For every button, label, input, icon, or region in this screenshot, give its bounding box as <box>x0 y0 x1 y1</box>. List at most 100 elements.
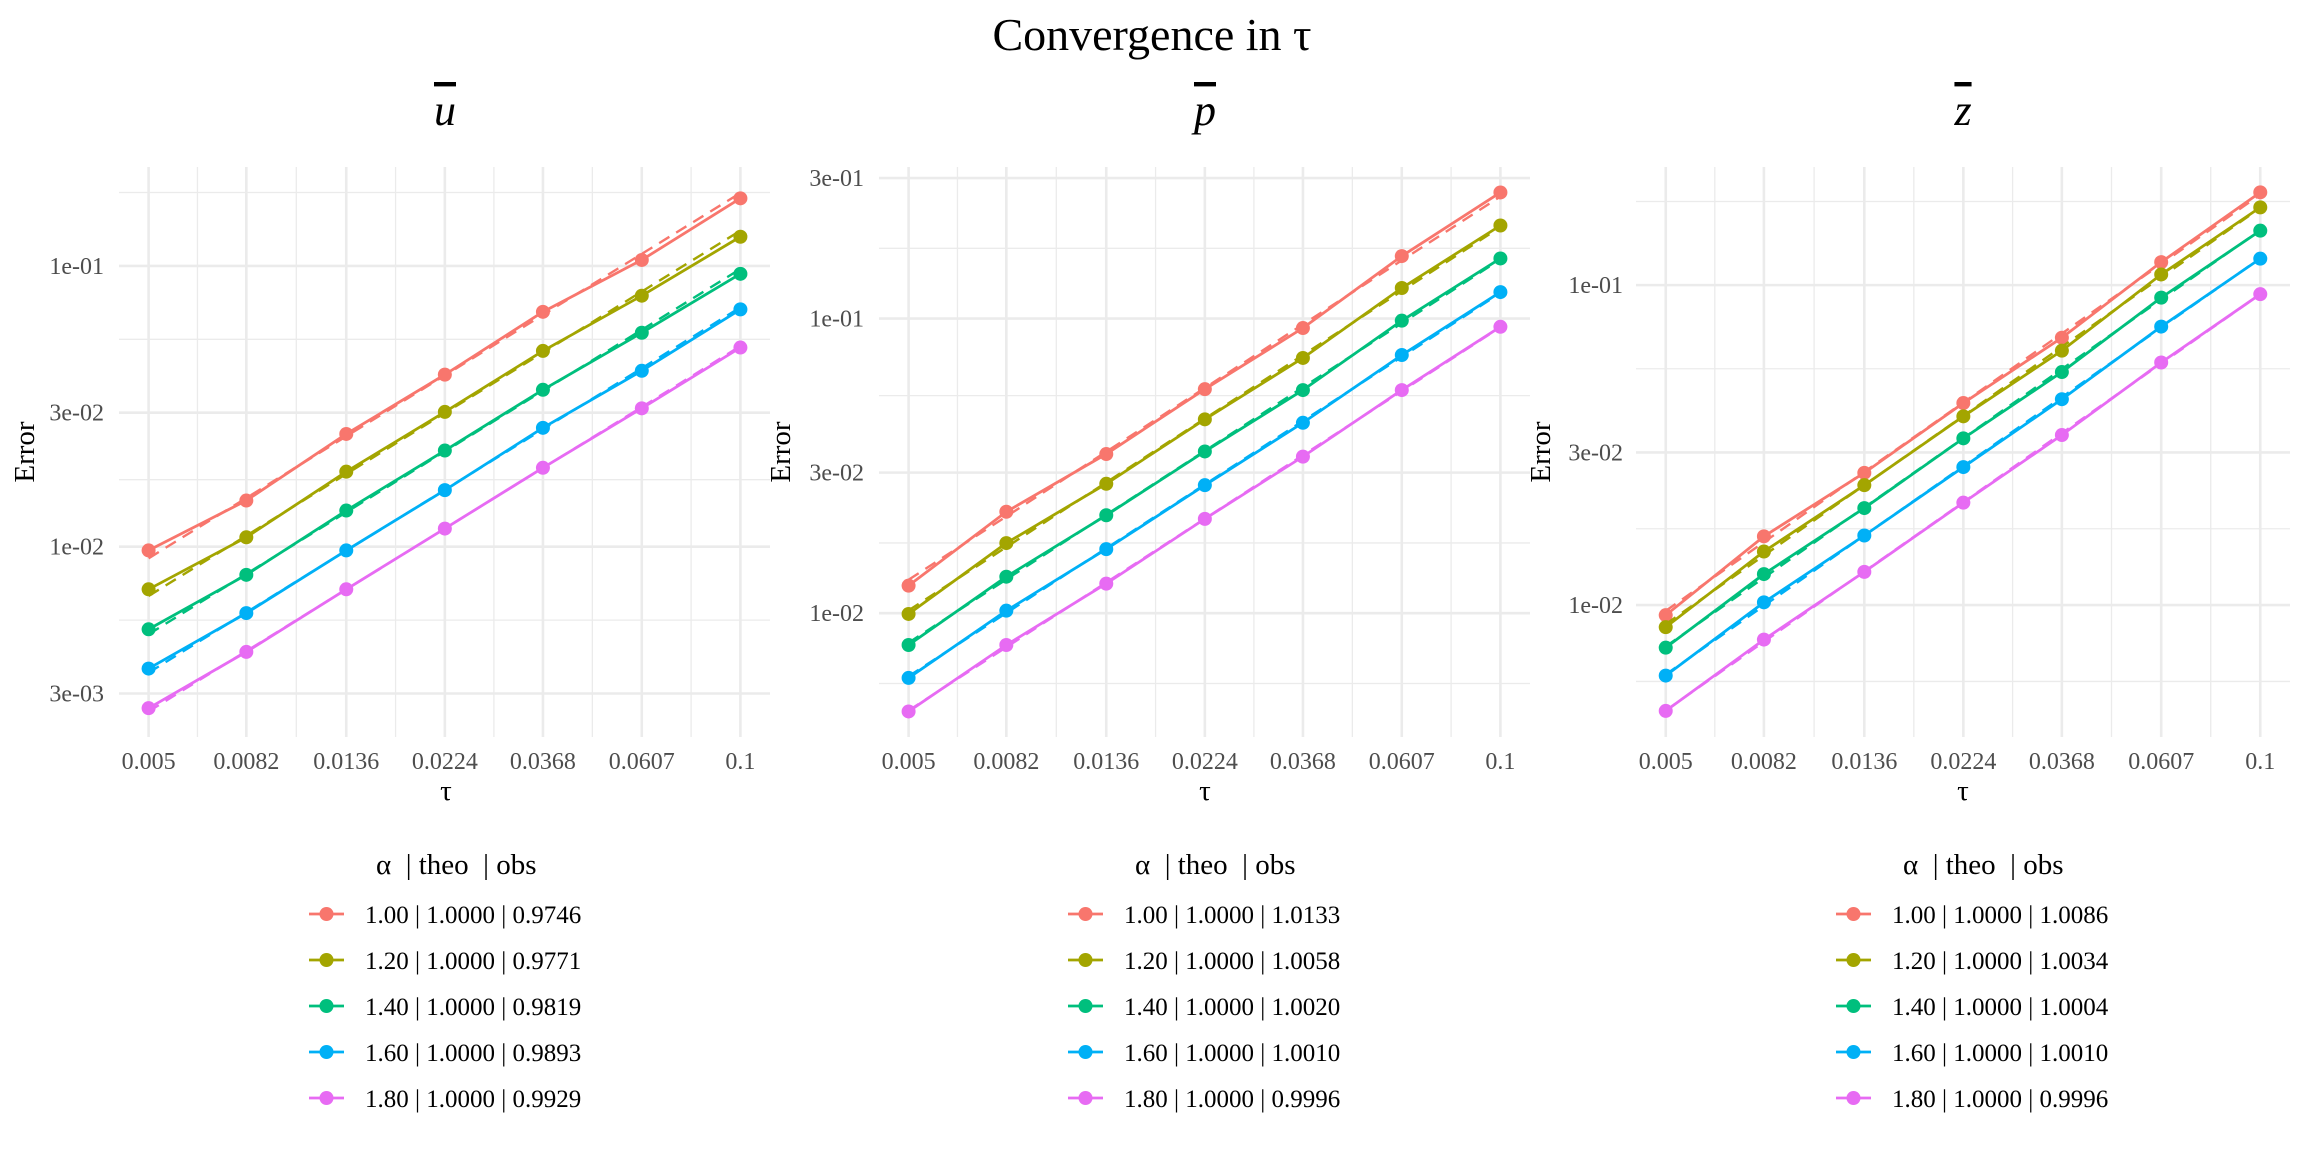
x-tick-label: 0.0082 <box>213 749 279 775</box>
data-point <box>1197 412 1212 427</box>
data-point <box>141 701 156 716</box>
data-point <box>437 521 452 536</box>
y-tick-label: 3e-02 <box>1568 440 1623 466</box>
data-point <box>634 363 649 378</box>
legend-item: 1.00 | 1.0000 | 1.0133 <box>1068 902 1340 929</box>
data-point <box>1197 478 1212 493</box>
data-point <box>339 426 354 441</box>
data-point <box>1658 620 1673 635</box>
series-2 <box>901 218 1508 621</box>
legend-label: 1.20 | 1.0000 | 0.9771 <box>365 948 581 975</box>
data-point <box>141 582 156 597</box>
data-point <box>1658 703 1673 718</box>
data-point <box>733 266 748 281</box>
legend-key-point <box>1078 999 1093 1013</box>
legend-key-point <box>1078 907 1093 921</box>
legend-label: 1.00 | 1.0000 | 0.9746 <box>365 902 581 929</box>
legend-key-point <box>1078 1045 1093 1059</box>
legend-key-point <box>1846 999 1861 1013</box>
data-point <box>733 229 748 244</box>
x-tick-label: 0.005 <box>122 749 176 775</box>
data-point <box>1295 449 1310 464</box>
legend-label: 1.60 | 1.0000 | 1.0010 <box>1124 1040 1340 1067</box>
x-tick-label: 0.0607 <box>609 749 675 775</box>
data-point <box>1756 595 1771 610</box>
y-axis-label: Error <box>1525 421 1557 483</box>
data-point <box>1956 460 1971 475</box>
data-point <box>634 252 649 267</box>
data-point <box>1857 564 1872 579</box>
y-tick-label: 3e-02 <box>49 401 104 427</box>
data-point <box>901 704 916 719</box>
x-tick-label: 0.0224 <box>1930 749 1996 775</box>
legend-item: 1.20 | 1.0000 | 1.0058 <box>1068 948 1340 975</box>
data-point <box>2253 200 2268 215</box>
legend-item: 1.80 | 1.0000 | 0.9929 <box>309 1086 581 1113</box>
data-point <box>634 288 649 303</box>
y-tick-label: 1e-01 <box>49 254 104 280</box>
series-2 <box>141 229 748 598</box>
data-point <box>1295 415 1310 430</box>
data-point <box>1197 382 1212 397</box>
legend-label: 1.80 | 1.0000 | 0.9996 <box>1124 1086 1340 1113</box>
data-point <box>1394 383 1409 398</box>
data-point <box>437 483 452 498</box>
data-point <box>1857 501 1872 516</box>
data-point <box>1756 529 1771 544</box>
series-3 <box>141 266 748 637</box>
data-point <box>634 401 649 416</box>
data-point <box>2054 365 2069 380</box>
data-point <box>1099 508 1114 523</box>
data-point <box>1394 348 1409 363</box>
x-tick-label: 0.0368 <box>2029 749 2095 775</box>
series-5 <box>901 319 1508 719</box>
data-point <box>2154 319 2169 334</box>
data-point <box>2253 251 2268 266</box>
series-3 <box>901 251 1508 652</box>
legend-label: 1.80 | 1.0000 | 0.9929 <box>365 1086 581 1113</box>
data-point <box>535 420 550 435</box>
data-point <box>1857 465 1872 480</box>
legend-item: 1.60 | 1.0000 | 0.9893 <box>309 1040 581 1067</box>
data-point <box>535 343 550 358</box>
y-tick-label: 1e-01 <box>809 307 864 333</box>
x-tick-label: 0.005 <box>882 749 936 775</box>
x-tick-label: 0.0224 <box>1172 749 1238 775</box>
data-point <box>239 493 254 508</box>
legend-label: 1.40 | 1.0000 | 0.9819 <box>365 994 581 1021</box>
data-point <box>1295 350 1310 365</box>
data-point <box>901 637 916 652</box>
data-point <box>1493 285 1508 300</box>
y-tick-label: 1e-02 <box>49 535 104 561</box>
data-point <box>2054 428 2069 443</box>
data-point <box>1658 640 1673 655</box>
data-point <box>141 543 156 558</box>
legend-label: 1.00 | 1.0000 | 1.0133 <box>1124 902 1340 929</box>
data-point <box>141 661 156 676</box>
data-point <box>141 622 156 637</box>
figure-title: Convergence in τ <box>992 9 1311 60</box>
legend-title: α | theo | obs <box>376 849 537 881</box>
x-axis-label: τ <box>1957 775 1969 807</box>
data-point <box>1658 608 1673 623</box>
data-point <box>901 606 916 621</box>
x-axis-label: τ <box>440 775 452 807</box>
series-5 <box>1658 287 2268 718</box>
x-tick-label: 0.1 <box>2245 749 2275 775</box>
data-point <box>1857 478 1872 493</box>
legend-label: 1.40 | 1.0000 | 1.0020 <box>1124 994 1340 1021</box>
y-tick-label: 1e-02 <box>1568 593 1623 619</box>
data-point <box>2154 355 2169 370</box>
legend-item: 1.60 | 1.0000 | 1.0010 <box>1836 1040 2108 1067</box>
legend-label: 1.20 | 1.0000 | 1.0034 <box>1892 948 2109 975</box>
legend-item: 1.80 | 1.0000 | 0.9996 <box>1068 1086 1340 1113</box>
data-point <box>901 578 916 593</box>
data-point <box>999 569 1014 584</box>
data-point <box>1197 444 1212 459</box>
data-point <box>901 670 916 685</box>
data-point <box>733 302 748 317</box>
y-tick-label: 3e-02 <box>809 461 864 487</box>
data-point <box>1295 321 1310 336</box>
legend-item: 1.60 | 1.0000 | 1.0010 <box>1068 1040 1340 1067</box>
data-point <box>339 503 354 518</box>
